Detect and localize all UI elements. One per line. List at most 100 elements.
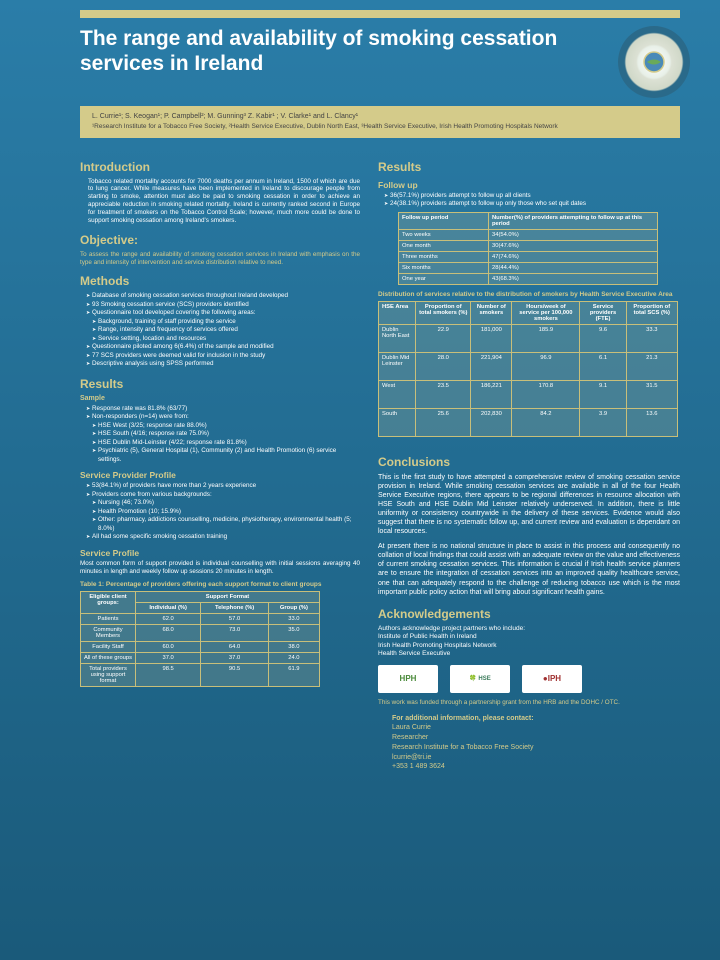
ack-item: Health Service Executive [378, 650, 680, 658]
list-item: 36(57.1%) providers attempt to follow up… [384, 192, 680, 201]
list-item: Psychiatric (5), General Hospital (1), C… [92, 447, 360, 464]
cell: 23.5 [416, 380, 471, 408]
authors-band: L. Currie¹; S. Keogan¹; P. Campbell²; M.… [80, 106, 680, 138]
cell: 38.0 [268, 641, 319, 652]
list-item: Range, intensity and frequency of servic… [92, 326, 360, 335]
t2-head: Number(%) of providers attempting to fol… [489, 212, 658, 229]
cell: One year [399, 273, 489, 284]
contact-line: lcurrie@tri.ie [392, 753, 680, 763]
cell: 73.0 [201, 624, 269, 641]
cell: 96.9 [512, 352, 580, 380]
cell: 9.6 [580, 324, 626, 352]
cell: 35.0 [268, 624, 319, 641]
cell: Three months [399, 251, 489, 262]
cell: 202,830 [471, 408, 512, 436]
intro-heading: Introduction [80, 160, 360, 174]
methods-heading: Methods [80, 274, 360, 288]
top-accent-bar [80, 10, 680, 18]
list-item: Other: pharmacy, addictions counselling,… [92, 516, 360, 533]
spp-heading: Service Provider Profile [80, 470, 360, 480]
list-item: Health Promotion (10; 15.9%) [92, 508, 360, 517]
institute-logo [618, 26, 690, 98]
cell: Facility Staff [81, 641, 136, 652]
list-item: Providers come from various backgrounds: [86, 491, 360, 500]
list-item: Non-responders (n=14) were from: [86, 413, 360, 422]
cell: 33.0 [268, 613, 319, 624]
list-item: All had some specific smoking cessation … [86, 533, 360, 542]
spp-list: 53(84.1%) of providers have more than 2 … [80, 482, 360, 499]
ack-heading: Acknowledgements [378, 607, 680, 621]
cell: 57.0 [201, 613, 269, 624]
cell: Dublin North East [379, 324, 416, 352]
cell: 90.5 [201, 663, 269, 686]
table3: HSE AreaProportion of total smokers (%)N… [378, 301, 678, 437]
cell: 170.8 [512, 380, 580, 408]
t2-head: Follow up period [399, 212, 489, 229]
list-item: Nursing (46; 73.0%) [92, 499, 360, 508]
spp-list2: All had some specific smoking cessation … [80, 533, 360, 542]
sample-heading: Sample [80, 395, 360, 402]
t1-head-format: Support Format [136, 591, 320, 602]
ack-intro: Authors acknowledge project partners who… [378, 625, 680, 633]
header: The range and availability of smoking ce… [0, 26, 720, 98]
partner-logos: HPH 🍀 HSE ●IPH [378, 665, 680, 693]
table2: Follow up periodNumber(%) of providers a… [398, 212, 658, 285]
cell: Two weeks [399, 229, 489, 240]
cell: 185.9 [512, 324, 580, 352]
left-column: Introduction Tobacco related mortality a… [80, 152, 360, 773]
cell: 31.5 [626, 380, 677, 408]
cell: Community Members [81, 624, 136, 641]
t1-head-group: Eligible client groups: [81, 591, 136, 613]
cell: 34(54.0%) [489, 229, 658, 240]
cell: 84.2 [512, 408, 580, 436]
cell: Total providers using support format [81, 663, 136, 686]
list-item: 77 SCS providers were deemed valid for i… [86, 352, 360, 361]
cell: 22.9 [416, 324, 471, 352]
methods-list2: Questionnaire piloted among 6(6.4%) of t… [80, 343, 360, 369]
list-item: 53(84.1%) of providers have more than 2 … [86, 482, 360, 491]
cell: 33.3 [626, 324, 677, 352]
cell: 68.0 [136, 624, 201, 641]
list-item: Response rate was 81.8% (63/77) [86, 405, 360, 414]
cell: 3.9 [580, 408, 626, 436]
list-item: Questionnaire piloted among 6(6.4%) of t… [86, 343, 360, 352]
followup-heading: Follow up [378, 180, 680, 190]
cell: 43(68.3%) [489, 273, 658, 284]
methods-list: Database of smoking cessation services t… [80, 292, 360, 318]
cell: Proportion of total SCS (%) [626, 301, 677, 324]
sample-list: Response rate was 81.8% (63/77) Non-resp… [80, 405, 360, 422]
hph-logo: HPH [378, 665, 438, 693]
cell: One month [399, 240, 489, 251]
conclusions-p1: This is the first study to have attempte… [378, 473, 680, 537]
cell: Number of smokers [471, 301, 512, 324]
contact-block: For additional information, please conta… [378, 714, 680, 773]
cell: 61.9 [268, 663, 319, 686]
cell: 21.3 [626, 352, 677, 380]
contact-line: Research Institute for a Tobacco Free So… [392, 743, 680, 753]
intro-text: Tobacco related mortality accounts for 7… [80, 178, 360, 225]
ack-item: Irish Health Promoting Hospitals Network [378, 642, 680, 650]
contact-line: +353 1 489 3624 [392, 762, 680, 772]
cell: Proportion of total smokers (%) [416, 301, 471, 324]
cell: 181,000 [471, 324, 512, 352]
cell: South [379, 408, 416, 436]
followup-list: 36(57.1%) providers attempt to follow up… [378, 192, 680, 209]
cell: 64.0 [201, 641, 269, 652]
cell: Service providers (FTE) [580, 301, 626, 324]
table1-caption: Table 1: Percentage of providers offerin… [80, 581, 360, 588]
contact-line: Laura Currie [392, 723, 680, 733]
cell: 9.1 [580, 380, 626, 408]
conclusions-heading: Conclusions [378, 455, 680, 469]
cell: Patients [81, 613, 136, 624]
cell: 6.1 [580, 352, 626, 380]
results-heading: Results [80, 377, 360, 391]
list-item: Database of smoking cessation services t… [86, 292, 360, 301]
cell: 25.6 [416, 408, 471, 436]
sp-heading: Service Profile [80, 548, 360, 558]
cell: 37.0 [136, 652, 201, 663]
list-item: Descriptive analysis using SPSS performe… [86, 360, 360, 369]
dist-caption: Distribution of services relative to the… [378, 291, 680, 298]
t1-col: Telephone (%) [201, 602, 269, 613]
t1-col: Group (%) [268, 602, 319, 613]
cell: 60.0 [136, 641, 201, 652]
